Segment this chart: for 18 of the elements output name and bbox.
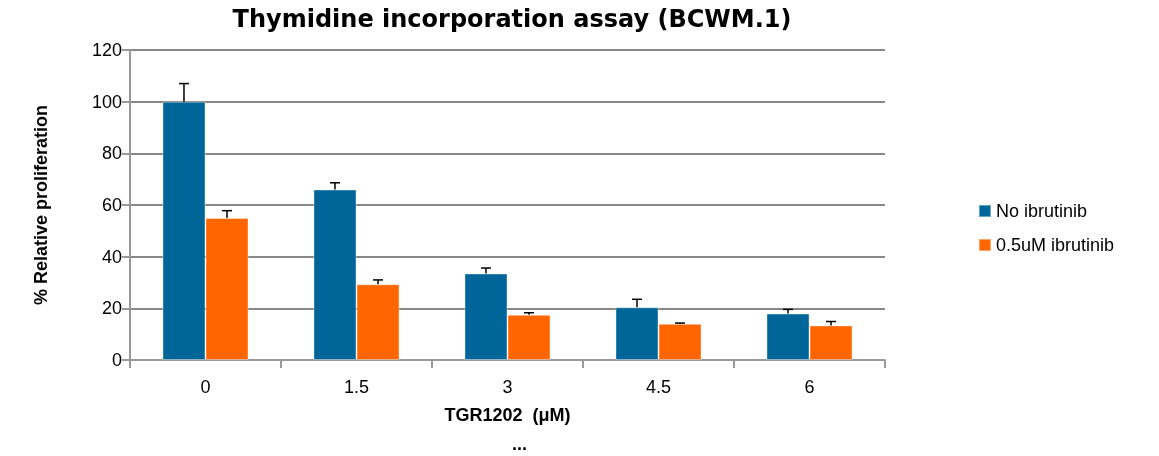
y-tick-label: 100: [91, 91, 122, 112]
y-tick-label: 20: [101, 298, 122, 319]
legend-label: 0.5uM ibrutinib: [995, 235, 1115, 255]
y-axis-title: % Relative proliferation: [31, 104, 51, 306]
legend-label: No ibrutinib: [995, 201, 1087, 221]
y-tick-label: 40: [101, 246, 122, 267]
x-tick-label: 4.5: [645, 377, 672, 397]
x-tick-label: 3: [502, 377, 513, 397]
y-tick-label: 60: [101, 195, 122, 215]
x-tick-label: 0: [200, 377, 211, 397]
y-tick-label: 80: [101, 143, 122, 164]
chart-title: Thymidine incorporation assay (BCWM.1): [232, 5, 792, 33]
text: ...: [512, 434, 528, 454]
x-tick-label: 6: [804, 377, 815, 397]
y-tick-label: 120: [91, 40, 122, 60]
x-axis-title: TGR1202 (μM): [444, 405, 571, 425]
y-tick-label: 0: [111, 350, 122, 370]
x-tick-label: 1.5: [343, 377, 370, 397]
